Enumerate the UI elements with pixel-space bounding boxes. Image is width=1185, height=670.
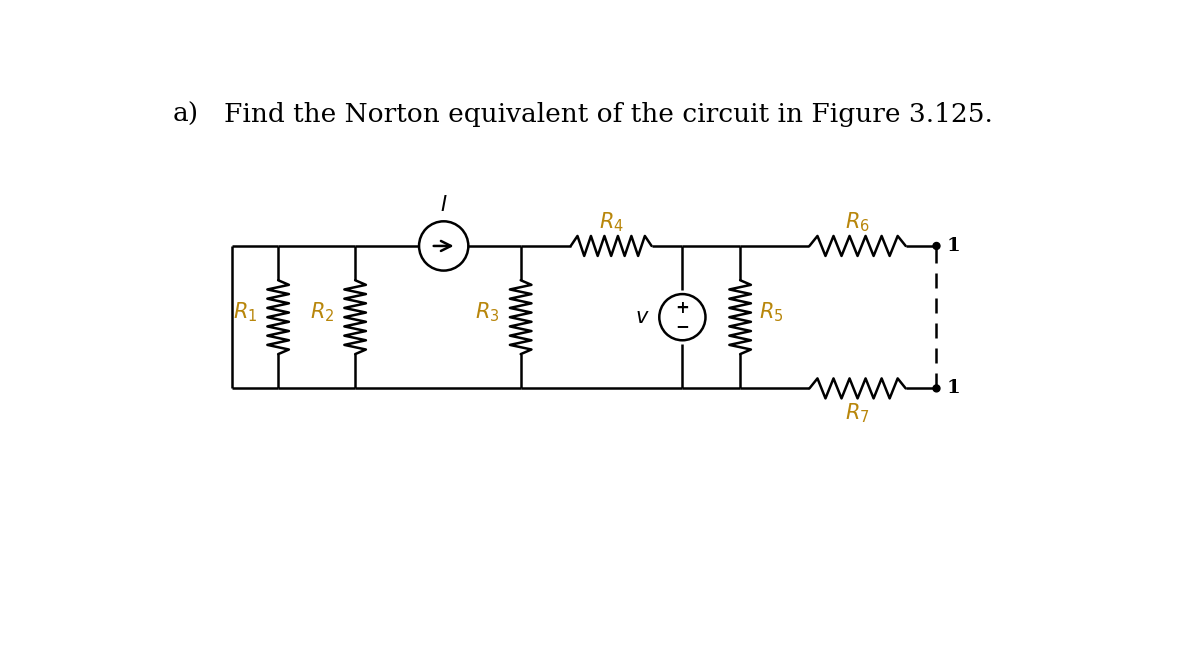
Circle shape — [933, 243, 940, 249]
Text: $R_7$: $R_7$ — [845, 401, 870, 425]
Text: $I$: $I$ — [440, 195, 448, 215]
Text: $R_4$: $R_4$ — [598, 211, 623, 234]
Text: +: + — [675, 299, 690, 318]
Text: $R_3$: $R_3$ — [475, 301, 500, 324]
Circle shape — [933, 385, 940, 392]
Circle shape — [419, 221, 468, 271]
Text: 1: 1 — [947, 379, 960, 397]
Text: −: − — [675, 317, 690, 335]
Text: Find the Norton equivalent of the circuit in Figure 3.125.: Find the Norton equivalent of the circui… — [224, 102, 993, 127]
Text: a): a) — [173, 102, 199, 127]
Text: $R_6$: $R_6$ — [845, 211, 870, 234]
Text: $R_5$: $R_5$ — [760, 301, 784, 324]
Text: $R_1$: $R_1$ — [233, 301, 257, 324]
Text: 1: 1 — [947, 237, 960, 255]
Text: $R_2$: $R_2$ — [310, 301, 334, 324]
Text: $v$: $v$ — [635, 307, 651, 327]
Circle shape — [659, 294, 705, 340]
